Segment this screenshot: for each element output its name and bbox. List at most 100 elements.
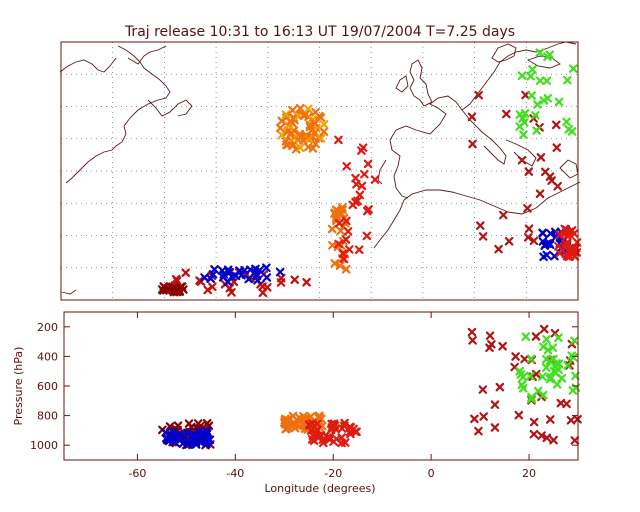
map-marker: [560, 229, 569, 239]
map-marker: [341, 235, 351, 244]
map-marker: [351, 173, 360, 183]
pressure-marker: [554, 333, 563, 343]
pressure-marker: [518, 383, 528, 393]
pressure-marker: [161, 428, 171, 437]
pressure-marker: [515, 366, 525, 376]
map-marker: [538, 228, 548, 238]
map-marker: [360, 169, 369, 179]
map-marker: [554, 241, 563, 251]
map-marker-swirl: [311, 139, 320, 149]
map-marker-swirl: [295, 143, 305, 153]
map-marker: [567, 127, 577, 136]
map-marker-swirl: [281, 137, 291, 146]
pressure-marker: [323, 433, 332, 442]
x-tick-label: -60: [128, 467, 146, 480]
pressure-marker: [470, 414, 479, 424]
map-marker: [565, 251, 575, 261]
map-marker: [540, 241, 549, 251]
map-marker: [334, 135, 343, 145]
pressure-marker: [306, 412, 316, 421]
map-marker: [262, 263, 271, 273]
pressure-marker: [520, 354, 529, 364]
map-marker: [210, 265, 219, 274]
map-marker: [547, 176, 556, 185]
map-marker: [302, 277, 311, 287]
map-marker: [535, 189, 545, 199]
x-tick-label: 20: [522, 467, 536, 480]
map-marker: [345, 245, 354, 254]
map-marker: [518, 114, 527, 123]
pressure-marker: [490, 423, 500, 432]
pressure-marker: [562, 399, 571, 409]
pressure-marker: [313, 419, 322, 429]
map-marker: [181, 268, 191, 278]
map-marker: [502, 109, 511, 119]
pressure-marker: [514, 410, 524, 420]
map-marker: [475, 221, 485, 230]
x-axis-ticks: -60 -40 -20 0 20: [128, 312, 536, 480]
map-marker: [555, 248, 564, 258]
pressure-marker: [479, 412, 488, 421]
map-marker: [519, 130, 528, 140]
map-marker: [530, 111, 540, 120]
map-marker: [251, 264, 260, 274]
map-marker: [523, 233, 533, 242]
pressure-marker: [346, 429, 355, 439]
map-marker: [551, 120, 561, 130]
map-marker-swirl: [286, 130, 295, 139]
pressure-marker: [313, 433, 323, 443]
pressure-marker: [325, 432, 334, 442]
pressure-marker: [498, 341, 507, 351]
x-tick-label: -20: [324, 467, 342, 480]
map-marker-swirl: [303, 142, 313, 152]
pressure-marker: [346, 423, 355, 432]
map-marker: [200, 273, 209, 282]
map-marker: [240, 265, 249, 275]
map-marker: [543, 93, 553, 103]
y-tick-label: 1000: [30, 439, 58, 452]
map-marker: [357, 181, 367, 191]
map-marker-swirl: [303, 104, 313, 114]
map-marker: [494, 244, 503, 254]
y-axis-ticks: 200 400 600 800 1000: [30, 321, 578, 452]
map-marker: [341, 264, 351, 274]
pressure-marker: [173, 421, 183, 430]
map-marker: [524, 224, 534, 234]
map-marker-swirl: [277, 116, 287, 126]
pressure-marker: [531, 332, 541, 341]
map-marker: [327, 224, 337, 234]
pressure-marker: [326, 425, 336, 435]
pressure-marker: [529, 429, 539, 439]
map-marker: [336, 226, 345, 236]
map-marker: [218, 273, 228, 282]
pressure-marker: [280, 419, 290, 429]
map-marker: [354, 245, 364, 255]
map-marker: [478, 232, 488, 241]
map-marker: [171, 274, 181, 284]
map-marker-swirl: [275, 123, 285, 133]
map-marker: [528, 65, 537, 74]
y-tick-label: 200: [37, 321, 58, 334]
pressure-marker: [527, 394, 536, 404]
map-marker: [517, 155, 527, 165]
map-marker: [334, 219, 344, 228]
map-marker: [330, 259, 340, 268]
map-marker: [562, 240, 572, 249]
y-tick-label: 800: [37, 410, 58, 423]
pressure-marker: [191, 438, 201, 448]
map-marker: [539, 96, 549, 105]
pressure-marker: [552, 359, 561, 368]
map-marker: [244, 274, 253, 284]
map-marker: [532, 126, 541, 135]
map-marker: [527, 91, 537, 100]
pressure-marker: [566, 416, 576, 425]
x-tick-label: 0: [428, 467, 435, 480]
pressure-marker: [298, 420, 307, 429]
map-marker: [517, 71, 527, 80]
pressure-marker: [478, 385, 488, 394]
map-marker: [275, 267, 285, 277]
map-marker: [569, 64, 578, 73]
map-grid: [61, 42, 578, 300]
map-marker: [562, 117, 571, 127]
pressure-marker: [542, 433, 552, 443]
